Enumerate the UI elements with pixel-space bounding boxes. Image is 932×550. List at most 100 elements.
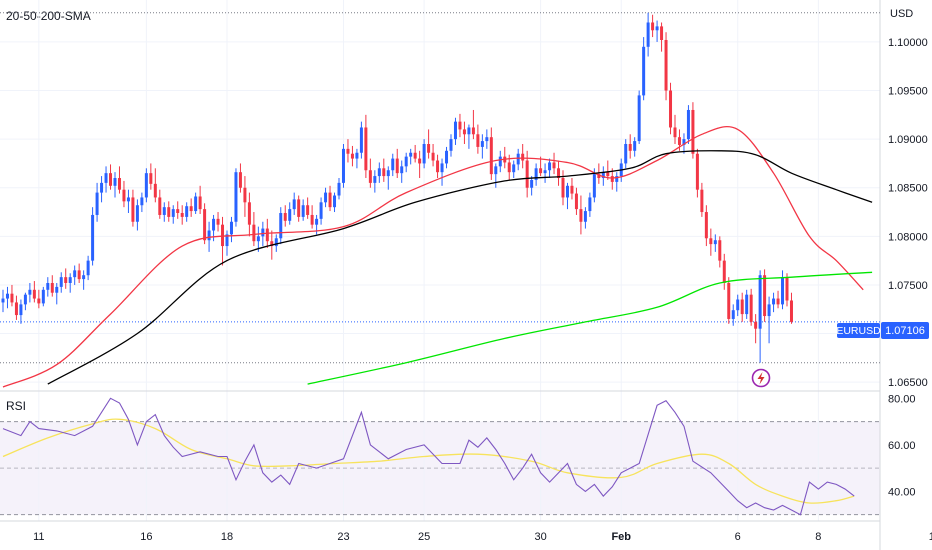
candle-body: [489, 137, 493, 175]
candle-body: [234, 172, 238, 222]
candle-body: [727, 282, 731, 319]
candle: [167, 201, 171, 222]
candle: [10, 284, 14, 307]
candle-body: [574, 193, 578, 210]
candle-body: [292, 199, 296, 210]
candle: [588, 192, 592, 217]
candle: [485, 129, 489, 149]
candle-body: [763, 275, 767, 317]
candles: [1, 12, 793, 363]
candle-body: [772, 298, 776, 305]
time-tick-label: 11: [33, 531, 44, 543]
candle: [539, 156, 543, 177]
candle: [346, 139, 350, 163]
candle-body: [185, 206, 189, 217]
candle-body: [126, 197, 130, 202]
candle: [565, 182, 569, 210]
candle-body: [651, 22, 655, 31]
candle: [449, 134, 453, 157]
candle-body: [785, 277, 789, 301]
candle-body: [695, 153, 699, 190]
candle: [512, 160, 516, 179]
symbol-tag: EURUSD: [836, 323, 881, 338]
candle: [637, 90, 641, 144]
candle-body: [55, 286, 59, 293]
candle-body: [409, 152, 413, 157]
candle-body: [588, 197, 592, 212]
candle: [503, 146, 507, 169]
candle: [583, 207, 587, 229]
candle: [391, 153, 395, 177]
candle: [158, 189, 162, 219]
candle: [570, 178, 574, 200]
candle: [498, 150, 502, 173]
candle-body: [364, 127, 368, 171]
candle: [471, 109, 475, 140]
candle: [189, 198, 193, 217]
candle: [718, 236, 722, 268]
candle: [324, 187, 328, 208]
candle-body: [14, 302, 18, 316]
candle: [109, 164, 113, 190]
candle-body: [722, 260, 726, 283]
candle-body: [37, 298, 41, 304]
candle: [395, 148, 399, 179]
candle-body: [252, 224, 256, 242]
lightning-icon[interactable]: [751, 368, 771, 388]
candle-body: [158, 197, 162, 215]
candle-body: [471, 127, 475, 135]
candle: [364, 114, 368, 179]
candle: [252, 212, 256, 247]
candle-body: [494, 166, 498, 175]
candle-body: [265, 228, 269, 242]
candle: [624, 139, 628, 169]
candle: [713, 234, 717, 252]
candle: [319, 197, 323, 225]
candle: [700, 182, 704, 217]
rsi-band: [0, 421, 880, 515]
candle: [82, 270, 86, 290]
candle: [458, 113, 462, 138]
candle: [77, 263, 81, 283]
candle-body: [767, 304, 771, 317]
candle-body: [122, 189, 126, 202]
candle-body: [709, 238, 713, 245]
candle-body: [754, 321, 758, 329]
candle: [579, 195, 583, 235]
candle-body: [41, 289, 45, 304]
candle: [754, 314, 758, 344]
price-tick-label: 1.07500: [888, 280, 928, 292]
candle-body: [453, 121, 457, 140]
price-tick-label: 1.08000: [888, 231, 928, 243]
candle-body: [427, 143, 431, 153]
candle: [772, 292, 776, 313]
candle: [740, 292, 744, 322]
candle: [28, 282, 32, 303]
rsi-tick-label: 80.00: [888, 393, 916, 405]
candle-body: [740, 299, 744, 315]
candle: [355, 148, 359, 169]
candle-body: [597, 174, 601, 179]
candle-body: [637, 95, 641, 142]
candle-body: [781, 277, 785, 305]
candle: [669, 82, 673, 135]
candle: [418, 150, 422, 179]
candle: [530, 176, 534, 196]
candle: [377, 162, 381, 183]
time-tick-label: 30: [534, 531, 546, 543]
candle: [113, 172, 117, 198]
candle-body: [306, 205, 310, 215]
candle: [660, 22, 664, 52]
candle: [194, 192, 198, 214]
candle: [767, 296, 771, 344]
candle: [467, 124, 471, 149]
time-tick-label: 25: [418, 531, 430, 543]
candle: [153, 168, 157, 203]
rsi-ma-line: [2, 418, 855, 504]
candle: [382, 158, 386, 182]
candle: [359, 121, 363, 159]
candle: [781, 270, 785, 310]
candle: [597, 163, 601, 184]
candle-body: [718, 240, 722, 261]
